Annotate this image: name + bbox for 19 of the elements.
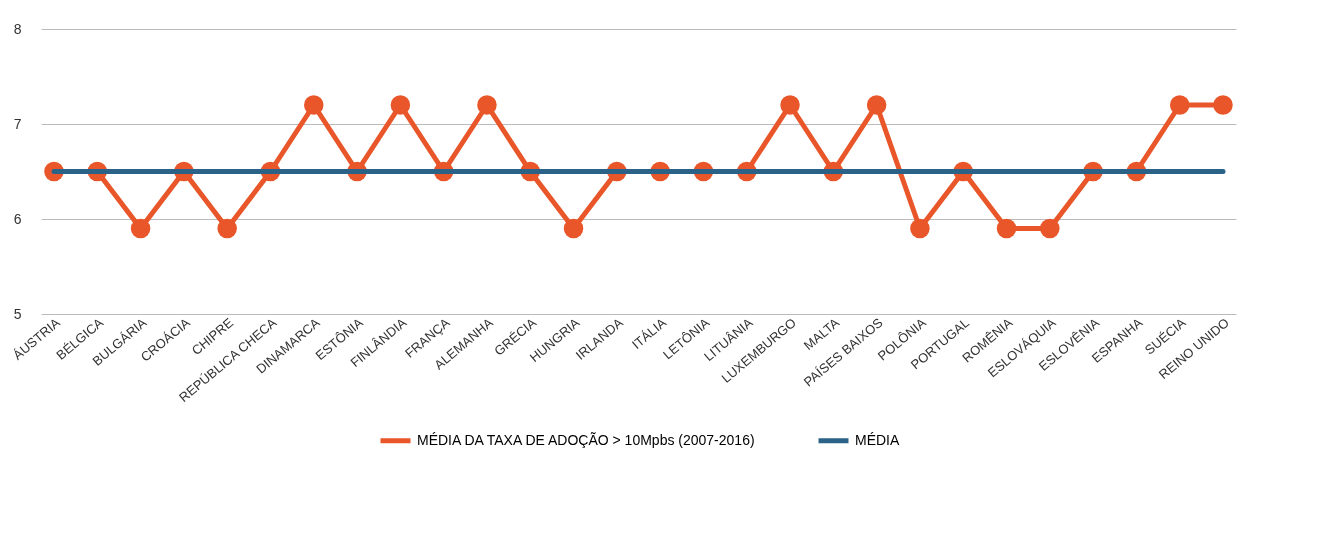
point [780,95,800,115]
y-tick-label: 6 [13,210,22,227]
legend-label: MÉDIA [855,431,900,448]
point [996,218,1017,239]
point [910,218,930,239]
point [130,218,151,239]
point [1040,218,1060,239]
legend-label: MÉDIA DA TAXA DE ADOÇÃO > 10Mpbs (2007-2016) [417,431,755,448]
point [1213,95,1233,115]
point [866,95,887,115]
point [304,95,324,115]
point [217,218,237,239]
y-tick-label: 8 [13,20,22,37]
y-tick-label: 5 [13,305,22,322]
point [477,95,497,115]
y-tick-label: 7 [13,115,22,132]
point [563,218,584,239]
point [1169,95,1190,115]
point [390,95,411,115]
